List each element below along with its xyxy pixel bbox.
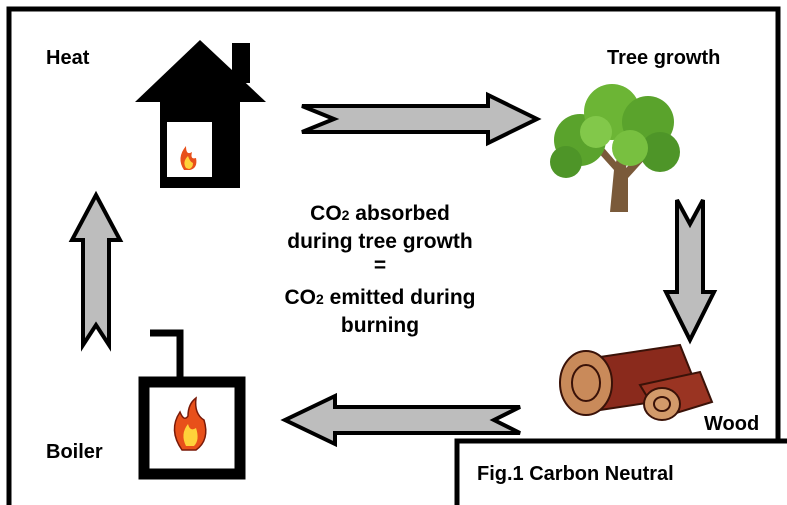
statement-line: burning xyxy=(341,314,419,337)
statement-line: = xyxy=(374,254,386,277)
statement-text: CO xyxy=(310,202,342,225)
boiler-icon xyxy=(144,333,240,474)
node-label: Wood xyxy=(704,413,759,435)
arrow-left xyxy=(285,396,520,444)
statement-line: CO2 absorbed xyxy=(310,202,450,225)
arrow-right xyxy=(302,95,537,143)
node-label: Tree growth xyxy=(607,47,720,69)
arrow-down xyxy=(666,200,714,340)
caption: Fig.1 Carbon Neutral xyxy=(477,463,674,485)
statement-line: during tree growth xyxy=(287,230,473,253)
statement-text: absorbed xyxy=(349,202,449,225)
statement-line: CO2 emitted during xyxy=(285,286,476,309)
diagram: Fig.1 Carbon Neutral Heat Tree growth Wo… xyxy=(0,0,787,505)
statement-text: emitted during xyxy=(324,286,476,309)
tree-icon xyxy=(550,84,680,212)
statement-text: CO xyxy=(285,286,317,309)
subscript: 2 xyxy=(342,207,350,223)
subscript: 2 xyxy=(316,291,324,307)
house-icon xyxy=(135,40,266,188)
node-label: Boiler xyxy=(46,441,103,463)
arrow-up xyxy=(72,195,120,345)
node-label: Heat xyxy=(46,47,90,69)
wood-icon xyxy=(560,345,712,420)
